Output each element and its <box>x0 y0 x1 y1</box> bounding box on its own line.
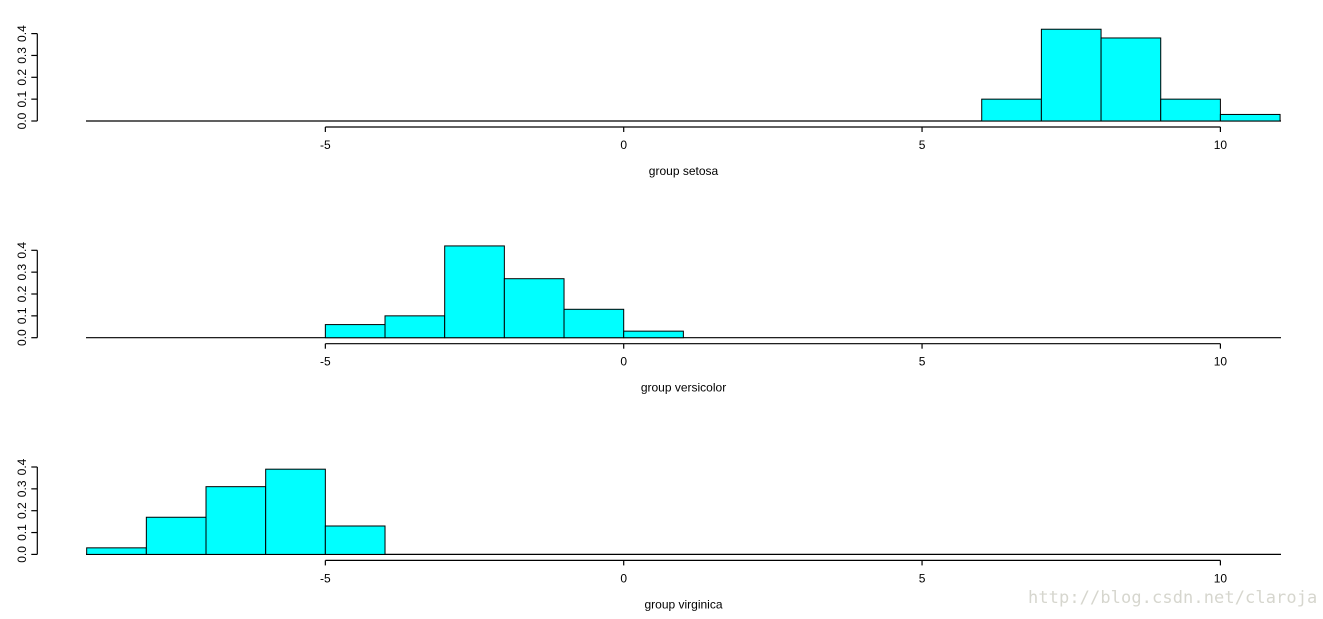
histogram-bar <box>563 308 625 339</box>
watermark-url: http://blog.csdn.net/claroja <box>1028 588 1318 608</box>
y-tick-label: 0.1 <box>15 90 29 107</box>
histogram-bar <box>503 278 565 339</box>
histogram-bar <box>1219 113 1281 122</box>
x-tick-label: -5 <box>320 138 331 152</box>
x-tick-label: -5 <box>320 571 331 585</box>
histogram-bar <box>981 98 1042 122</box>
histogram-panel: -5 0 5 10 group virginica 0.0 0.1 0.2 0.3 0.4 <box>15 458 1281 611</box>
histogram-bar <box>324 525 386 555</box>
y-tick-label: 0.1 <box>15 524 29 541</box>
y-tick-label: 0.4 <box>15 25 29 42</box>
histogram-bar <box>1160 98 1221 122</box>
y-tick-label: 0.0 <box>15 112 29 129</box>
y-tick-label: 0.3 <box>15 263 29 280</box>
group-label: group versicolor <box>641 381 726 395</box>
x-tick-label: 10 <box>1214 571 1228 585</box>
histogram-bar <box>86 547 147 555</box>
histogram-bar <box>1100 37 1162 122</box>
x-tick-label: 0 <box>620 138 627 152</box>
y-tick-label: 0.2 <box>15 69 29 86</box>
y-tick-label: 0.1 <box>15 307 29 324</box>
x-tick-label: -5 <box>320 355 331 369</box>
histogram-bar <box>145 516 207 555</box>
y-tick-label: 0.0 <box>15 329 29 346</box>
histogram-bar <box>384 315 446 339</box>
y-tick-label: 0.2 <box>15 285 29 302</box>
y-tick-label: 0.4 <box>15 458 29 475</box>
y-tick-label: 0.3 <box>15 47 29 64</box>
group-label: group virginica <box>644 597 722 611</box>
x-tick-label: 10 <box>1214 138 1228 152</box>
histogram-panel: -5 0 5 10 group versicolor 0.0 0.1 0.2 0.3 0.4 <box>15 242 1281 395</box>
y-tick-label: 0.2 <box>15 502 29 519</box>
histogram-panel: -5 0 5 10 group setosa 0.0 0.1 0.2 0.3 0.4 <box>15 25 1281 178</box>
y-tick-label: 0.3 <box>15 480 29 497</box>
histogram-bar <box>324 324 386 339</box>
histogram-bar <box>623 330 684 339</box>
group-label: group setosa <box>649 164 719 178</box>
x-tick-label: 10 <box>1214 355 1228 369</box>
x-tick-label: 0 <box>620 571 627 585</box>
x-tick-label: 5 <box>919 355 926 369</box>
y-tick-label: 0.0 <box>15 546 29 563</box>
x-tick-label: 0 <box>620 355 627 369</box>
histogram-bar <box>265 468 326 555</box>
x-tick-label: 5 <box>919 571 926 585</box>
y-tick-label: 0.4 <box>15 242 29 259</box>
histogram-bar <box>444 245 505 339</box>
histogram-bar <box>205 486 267 555</box>
histogram-bar <box>1040 28 1102 122</box>
x-tick-label: 5 <box>919 138 926 152</box>
